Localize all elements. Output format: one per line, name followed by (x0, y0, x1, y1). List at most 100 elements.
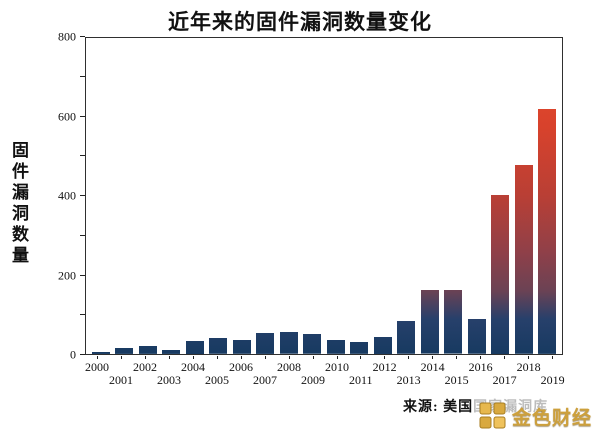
watermark-text: 金色财经 (511, 407, 592, 429)
x-tick-cell: 2019 (541, 356, 565, 388)
x-tick-label: 2000 (85, 360, 109, 374)
x-tick-cell: 2002 (133, 356, 157, 388)
bar-2011 (350, 342, 369, 354)
gold-blocks-icon (479, 402, 506, 429)
bar-slot (489, 38, 513, 354)
bar-slot (512, 38, 536, 354)
bar-2004 (185, 340, 204, 354)
x-tick-label: 2016 (468, 360, 493, 374)
bar-series (86, 38, 562, 354)
x-tick-label: 2012 (372, 360, 397, 374)
x-tick-mark (144, 356, 146, 359)
bar-2001 (115, 348, 134, 354)
x-tick-label: 2005 (205, 373, 229, 387)
bar-2019 (538, 109, 557, 354)
x-tick-label: 2017 (492, 373, 517, 387)
x-tick-label: 2018 (516, 360, 541, 374)
bar-2013 (397, 321, 416, 354)
y-tick-mark (80, 75, 85, 77)
x-tick-cell: 2012 (373, 356, 397, 388)
x-tick-label: 2007 (253, 373, 277, 387)
x-tick-label: 2015 (444, 373, 469, 387)
x-tick-mark (264, 356, 266, 359)
x-tick-cell: 2015 (445, 356, 469, 388)
x-tick-mark (96, 356, 98, 359)
bar-slot (371, 38, 395, 354)
x-tick-label: 2014 (420, 360, 445, 374)
x-tick-cell: 2007 (253, 356, 277, 388)
bar-slot (324, 38, 348, 354)
x-tick-cell: 2008 (277, 356, 301, 388)
y-tick-mark (80, 234, 85, 236)
x-tick-mark (168, 356, 170, 359)
bar-slot (442, 38, 466, 354)
bar-slot (301, 38, 325, 354)
x-tick-mark (336, 356, 338, 359)
y-tick-label: 400 (58, 188, 76, 203)
x-tick-label: 2010 (325, 360, 349, 374)
y-tick-mark (80, 274, 85, 276)
chart-title: 近年来的固件漏洞数量变化 (168, 10, 432, 34)
x-tick-cell: 2006 (229, 356, 253, 388)
watermark: 金色财经 (472, 398, 597, 434)
y-tick-mark (80, 155, 85, 157)
y-tick-label: 200 (58, 268, 76, 282)
x-tick-mark (480, 356, 482, 359)
x-tick-mark (240, 356, 242, 359)
x-tick-cell: 2017 (493, 356, 517, 388)
x-tick-label: 2013 (396, 373, 421, 387)
bar-2018 (514, 165, 533, 354)
y-axis-title-char: 洞 (12, 204, 29, 223)
x-tick-mark (288, 356, 290, 359)
y-tick-label: 600 (58, 109, 76, 123)
y-tick-mark (80, 314, 85, 316)
x-tick-cell: 2003 (157, 356, 181, 388)
y-tick-label: 0 (70, 347, 76, 362)
x-tick-label: 2008 (277, 360, 301, 374)
bar-2002 (138, 346, 157, 354)
bar-2008 (279, 332, 298, 354)
bar-slot (348, 38, 372, 354)
bar-slot (183, 38, 207, 354)
x-tick-cell: 2004 (181, 356, 205, 388)
x-tick-mark (456, 356, 458, 359)
x-tick-label: 2004 (181, 360, 205, 374)
y-axis-title: 固件漏洞数量 (12, 140, 29, 266)
x-tick-mark (384, 356, 386, 359)
bar-slot (465, 38, 489, 354)
x-tick-cell: 2011 (349, 356, 373, 388)
x-tick-mark (216, 356, 218, 359)
y-tick-mark (80, 195, 85, 196)
bar-2014 (420, 290, 439, 354)
x-tick-cell: 2009 (301, 356, 325, 388)
x-tick-label: 2003 (157, 373, 181, 387)
x-tick-label: 2006 (229, 360, 253, 374)
x-tick-cell: 2014 (421, 356, 445, 388)
bar-slot (254, 38, 278, 354)
x-tick-mark (120, 356, 122, 359)
bar-2000 (91, 352, 110, 354)
x-tick-mark (408, 356, 410, 359)
x-tick-label: 2011 (349, 373, 373, 387)
bar-2005 (209, 338, 228, 354)
bar-slot (230, 38, 254, 354)
x-tick-label: 2009 (301, 373, 325, 387)
y-tick-mark (80, 115, 85, 117)
y-axis-title-char: 件 (12, 162, 29, 181)
x-tick-cell: 2018 (517, 356, 541, 388)
y-tick-label: 800 (58, 29, 76, 44)
bar-slot (277, 38, 301, 354)
y-axis-title-char: 固 (12, 141, 29, 160)
x-tick-mark (504, 356, 506, 359)
bar-slot (136, 38, 160, 354)
x-tick-mark (432, 356, 434, 359)
bar-slot (160, 38, 184, 354)
x-tick-label: 2002 (133, 360, 157, 374)
x-tick-cell: 2005 (205, 356, 229, 388)
bar-2017 (491, 194, 510, 354)
bar-slot (113, 38, 137, 354)
x-tick-label: 2019 (540, 373, 565, 387)
x-tick-mark (528, 356, 530, 359)
bar-2010 (326, 340, 345, 354)
bar-2003 (162, 350, 181, 354)
